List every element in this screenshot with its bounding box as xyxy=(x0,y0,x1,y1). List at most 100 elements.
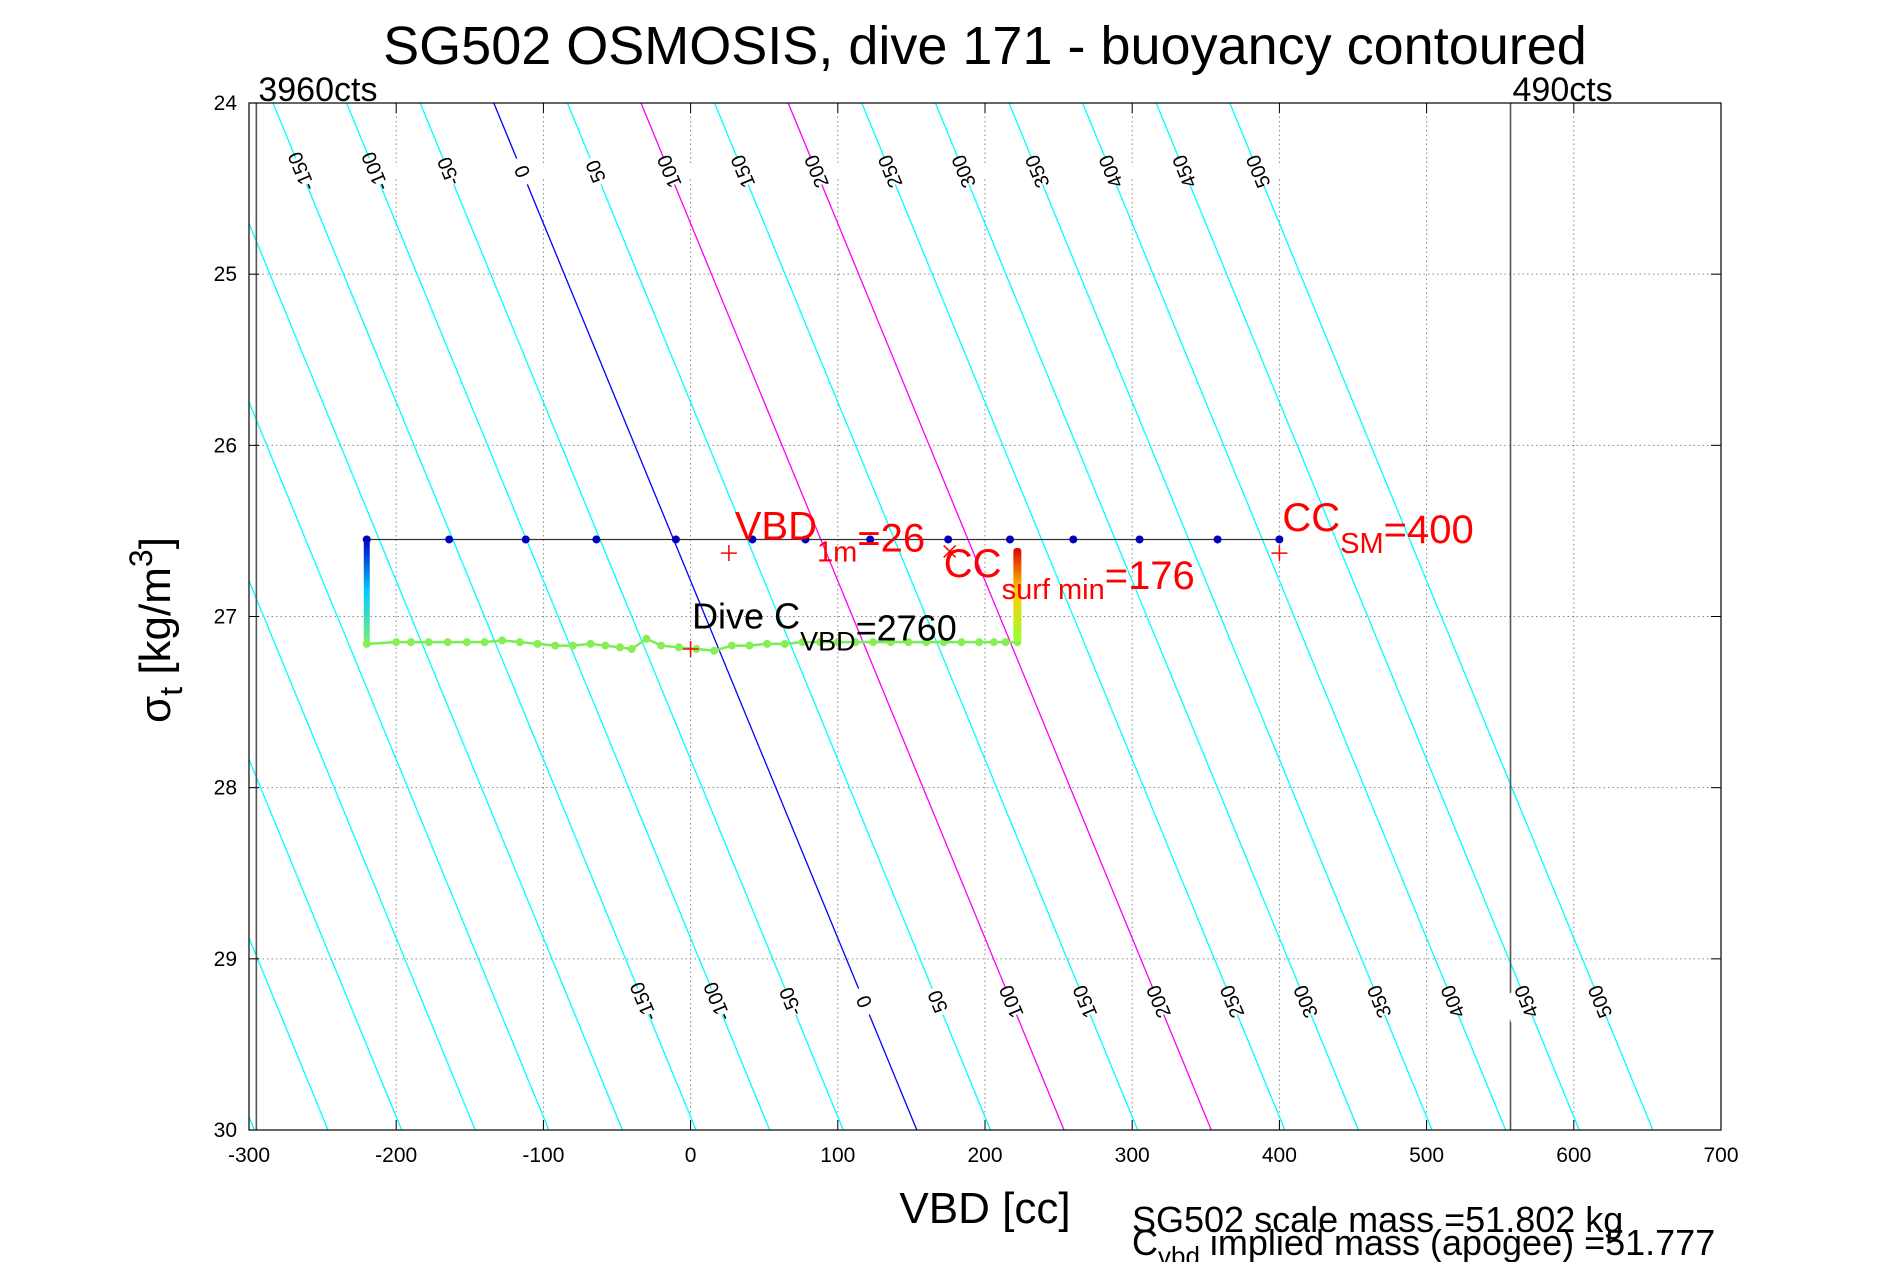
x-tick-label-1: -200 xyxy=(375,1144,417,1167)
annotation-2-main: CC xyxy=(1282,496,1340,540)
contour-line-300 xyxy=(934,103,1360,1130)
surface-point xyxy=(592,535,601,544)
y-tick-label-4: 28 xyxy=(214,777,237,800)
deep-point xyxy=(886,638,895,647)
contour-label-gap-bottom-350 xyxy=(1353,980,1405,1023)
deep-point xyxy=(615,643,624,652)
contour-label-gap-top--50 xyxy=(422,150,475,193)
annotation-markers xyxy=(682,544,1288,658)
y-label-unit: [kg/m xyxy=(131,567,180,687)
deep-point xyxy=(657,641,666,650)
footer-implied-mass: Cvbd implied mass (apogee) =51.777 xyxy=(1132,1222,1715,1262)
surface-point xyxy=(801,535,810,544)
deep-point xyxy=(989,638,998,647)
contour-label-gap-top-200 xyxy=(790,150,843,193)
annotation-3: Dive CVBD=2760 xyxy=(692,595,957,656)
counts-label-left: 3960cts xyxy=(258,71,377,109)
contour-line--100 xyxy=(345,103,771,1130)
deep-point xyxy=(515,638,524,647)
contour-label-gap-top-350 xyxy=(1011,150,1063,193)
deep-point xyxy=(674,643,683,652)
x-tick-label-7: 400 xyxy=(1262,1144,1297,1167)
contour-line-100 xyxy=(640,103,1065,1130)
surface-point xyxy=(521,535,530,544)
deep-point xyxy=(939,638,948,647)
surface-point xyxy=(748,535,757,544)
contour-label-gap-bottom-400 xyxy=(1427,980,1479,1023)
contour-label-gap-bottom-250 xyxy=(1206,980,1258,1023)
y-axis-ticks: 24 25 26 27 28 29 30 xyxy=(214,92,1721,1142)
contour-line-500 xyxy=(1229,103,1654,1130)
plus-marker-2 xyxy=(1271,545,1288,562)
plus-marker-3 xyxy=(682,641,699,658)
contour-line--250 xyxy=(249,400,550,1130)
x-axis-ticks: -300 -200 -100 0 100 200 300 400 500 600 700 xyxy=(228,103,1739,1167)
contour-line-0 xyxy=(493,103,918,1130)
descent-segment xyxy=(363,539,370,643)
contour-label-gap-bottom-0 xyxy=(838,980,890,1023)
x-tick-label-3: 0 xyxy=(685,1144,697,1167)
contour-line-150 xyxy=(713,103,1139,1130)
footer-implied-mass-value: implied mass (apogee) =51.777 xyxy=(1200,1222,1715,1262)
deep-point xyxy=(533,639,542,648)
deep-point xyxy=(851,638,860,647)
deep-point xyxy=(904,638,913,647)
y-label-unit-close: ] xyxy=(131,537,180,549)
contour-label-gap-top-250 xyxy=(864,150,916,193)
contour-label-gap-top-300 xyxy=(937,150,990,193)
contour-label-gap-top-450 xyxy=(1158,150,1211,193)
deep-point xyxy=(763,639,772,648)
annotation-0-value: =26 xyxy=(857,516,925,560)
contour-line-450 xyxy=(1155,103,1580,1130)
deep-point xyxy=(869,638,878,647)
annotation-0-subscript: 1m xyxy=(817,536,857,568)
surface-point xyxy=(445,535,454,544)
deep-point xyxy=(627,645,636,654)
deep-point xyxy=(424,638,433,647)
y-axis-label: σt [kg/m3] xyxy=(123,537,189,723)
deep-point xyxy=(551,641,560,650)
surface-point xyxy=(1069,535,1078,544)
contour-line--300 xyxy=(249,579,476,1130)
deep-point xyxy=(498,636,507,645)
x-axis-label: VBD [cc] xyxy=(899,1184,1070,1233)
y-label-unit-superscript: 3 xyxy=(123,549,159,567)
contour-line--150 xyxy=(272,103,697,1130)
footer-cvbd-subscript: vbd xyxy=(1158,1241,1200,1262)
counts-label-right: 490cts xyxy=(1513,71,1613,109)
buoyancy-contours xyxy=(249,103,1654,1130)
deep-point xyxy=(586,639,595,648)
y-label-sigma: σ xyxy=(131,696,180,723)
y-tick-label-6: 30 xyxy=(214,1119,237,1142)
contour-line-400 xyxy=(1081,103,1507,1130)
deep-point xyxy=(975,638,984,647)
annotation-1-main: CC xyxy=(944,542,1002,586)
annotation-2-value: =400 xyxy=(1384,508,1474,552)
deep-point xyxy=(816,638,825,647)
y-tick-label-0: 24 xyxy=(214,92,238,115)
plus-marker-0 xyxy=(720,545,737,562)
contour-label-gap-bottom-100 xyxy=(985,980,1037,1023)
contour-label-gap-bottom--50 xyxy=(764,980,817,1023)
x-tick-label-6: 300 xyxy=(1115,1144,1150,1167)
deep-point xyxy=(957,638,966,647)
contour-line--50 xyxy=(419,103,844,1130)
contour-line-250 xyxy=(861,103,1286,1130)
annotation-3-main: Dive C xyxy=(692,595,800,636)
cross-marker-1 xyxy=(943,544,957,558)
contour-label-gap-top-100 xyxy=(643,150,695,193)
deep-point xyxy=(601,641,610,650)
x-tick-label-10: 700 xyxy=(1703,1144,1738,1167)
surface-point xyxy=(866,535,875,544)
surface-point xyxy=(1006,535,1015,544)
contour-line--200 xyxy=(249,221,624,1130)
surface-point xyxy=(1135,535,1144,544)
chart-title: SG502 OSMOSIS, dive 171 - buoyancy conto… xyxy=(383,16,1587,76)
deep-point xyxy=(480,638,489,647)
deep-point xyxy=(443,638,452,647)
y-tick-label-2: 26 xyxy=(214,434,237,457)
deep-point xyxy=(710,646,719,655)
deep-point xyxy=(798,638,807,647)
contour-label-gap-bottom-50 xyxy=(911,980,964,1023)
